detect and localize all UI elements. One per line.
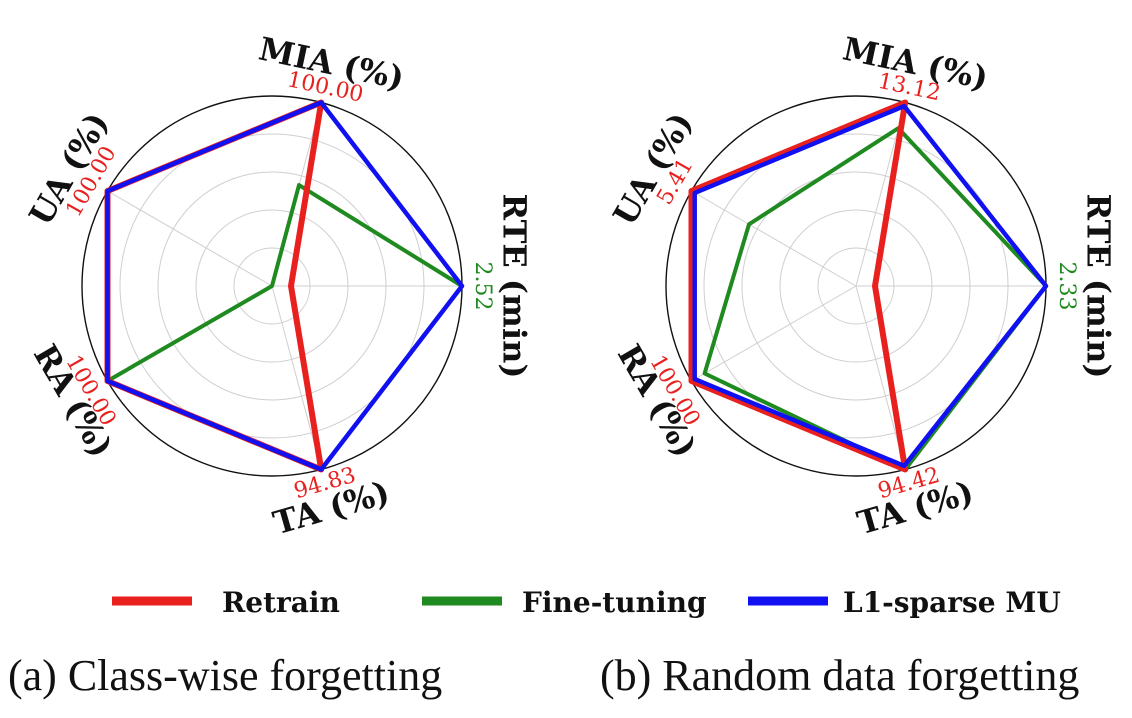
legend: Retrain Fine-tuning L1-sparse MU — [112, 586, 1061, 619]
legend-item-fine-tuning: Fine-tuning — [422, 586, 707, 619]
grid-spoke — [691, 190, 857, 287]
axis-max-label-rte-min: 2.33 — [1054, 262, 1079, 311]
grid-spoke — [855, 102, 906, 287]
grid-spoke — [107, 190, 273, 287]
axis-label-rte-min: RTE (min) — [496, 194, 534, 379]
grid-spoke — [691, 285, 857, 382]
series-l1-sparse-mu — [105, 100, 465, 472]
grid-spoke — [855, 285, 906, 470]
series-fine-tuning — [702, 126, 1048, 472]
legend-item-l1-sparse-mu: L1-sparse MU — [748, 586, 1061, 619]
legend-label-retrain: Retrain — [222, 586, 340, 619]
axis-max-label-rte-min: 2.52 — [470, 262, 495, 311]
legend-label-fine-tuning: Fine-tuning — [522, 586, 707, 619]
caption-class-wise: (a) Class-wise forgetting — [8, 651, 442, 700]
legend-item-retrain: Retrain — [112, 586, 340, 619]
series-retrain — [104, 99, 325, 473]
series-retrain — [688, 99, 909, 473]
series-l1-sparse-mu — [692, 103, 1049, 469]
grid-spoke — [271, 285, 322, 470]
legend-label-l1-sparse-mu: L1-sparse MU — [843, 586, 1061, 619]
series-fine-tuning — [105, 183, 464, 472]
axis-label-rte-min: RTE (min) — [1080, 194, 1118, 379]
caption-random-data: (b) Random data forgetting — [600, 651, 1079, 700]
